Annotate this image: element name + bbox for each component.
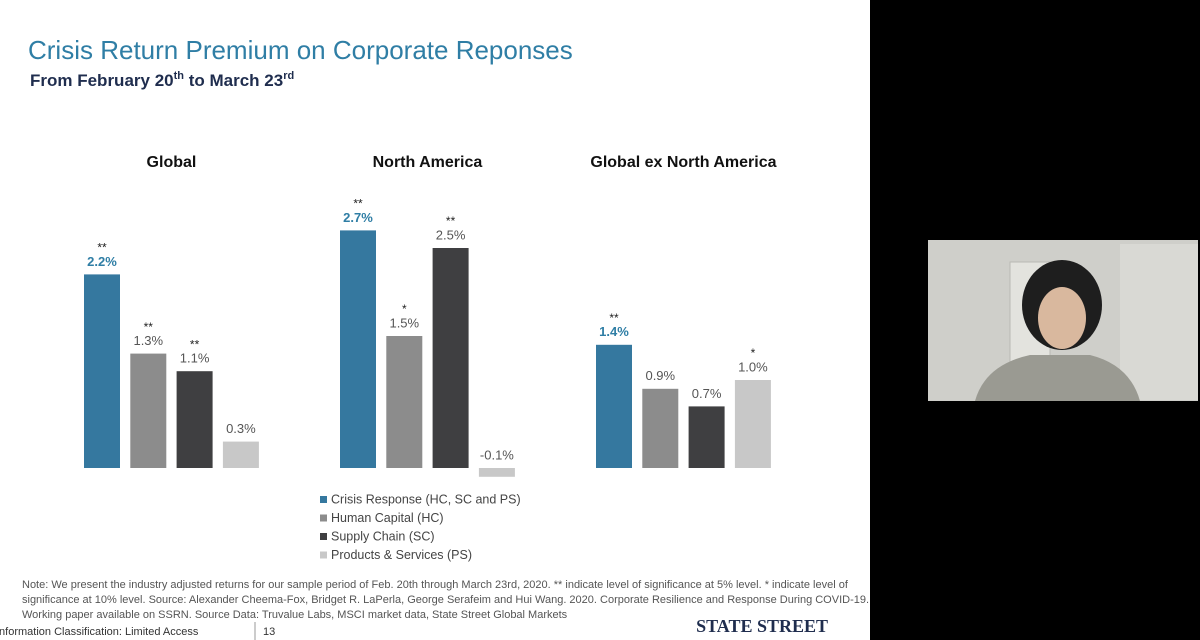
value-label: 2.7% xyxy=(343,210,373,225)
legend-label: Supply Chain (SC) xyxy=(331,529,435,543)
significance-mark: ** xyxy=(609,311,619,325)
value-label: 1.4% xyxy=(599,324,629,339)
legend-swatch xyxy=(320,551,327,559)
significance-mark: ** xyxy=(190,337,200,351)
value-label: 0.7% xyxy=(692,386,722,401)
bar xyxy=(340,230,376,468)
value-label: 1.5% xyxy=(389,315,419,330)
bar xyxy=(222,441,259,468)
significance-mark: * xyxy=(402,302,407,316)
webcam xyxy=(928,240,1198,401)
chart-title: Global xyxy=(147,154,197,171)
bar xyxy=(432,248,469,468)
significance-mark: ** xyxy=(144,320,154,334)
chart-title: Global ex North America xyxy=(590,154,776,171)
slide-subtitle: From February 20th to March 23rd xyxy=(30,70,294,91)
webcam-shoulders xyxy=(975,355,1140,401)
bar xyxy=(386,336,423,468)
webcam-wall xyxy=(1120,244,1198,400)
legend-label: Human Capital (HC) xyxy=(331,511,444,525)
legend-swatch xyxy=(320,496,327,503)
subtitle-part: to March 23 xyxy=(184,71,283,90)
bar xyxy=(642,388,679,468)
subtitle-part: From February 20 xyxy=(30,71,174,90)
value-label: 1.0% xyxy=(738,359,768,374)
legend-swatch xyxy=(320,514,327,522)
bar xyxy=(688,406,725,468)
bar xyxy=(734,380,771,468)
significance-mark: ** xyxy=(353,197,363,211)
footer-page: 13 xyxy=(263,626,275,638)
value-label: 0.9% xyxy=(645,368,675,383)
bar xyxy=(478,468,515,477)
subtitle-sup: th xyxy=(174,70,185,82)
value-label: 0.3% xyxy=(226,421,256,436)
slide-title: Crisis Return Premium on Corporate Repon… xyxy=(28,35,573,65)
footer-classification: Information Classification: Limited Acce… xyxy=(0,626,199,638)
value-label: 2.2% xyxy=(87,254,117,269)
note: Note: We present the industry adjusted r… xyxy=(22,579,870,621)
value-label: -0.1% xyxy=(480,447,514,462)
significance-mark: * xyxy=(751,346,756,360)
value-label: 2.5% xyxy=(436,227,466,242)
value-label: 1.1% xyxy=(180,351,210,366)
legend-label: Crisis Response (HC, SC and PS) xyxy=(331,492,521,506)
logo: STATE STREET xyxy=(696,616,828,636)
significance-mark: ** xyxy=(97,241,107,255)
significance-mark: ** xyxy=(446,214,456,228)
bar xyxy=(596,344,632,468)
bar xyxy=(84,274,120,468)
value-label: 1.3% xyxy=(133,333,163,348)
subtitle-sup: rd xyxy=(283,70,294,82)
legend-swatch xyxy=(320,533,327,540)
chart-title: North America xyxy=(373,154,483,171)
bar xyxy=(130,353,167,468)
bar xyxy=(176,371,213,468)
legend-label: Products & Services (PS) xyxy=(331,548,472,562)
webcam-face xyxy=(1038,287,1086,349)
